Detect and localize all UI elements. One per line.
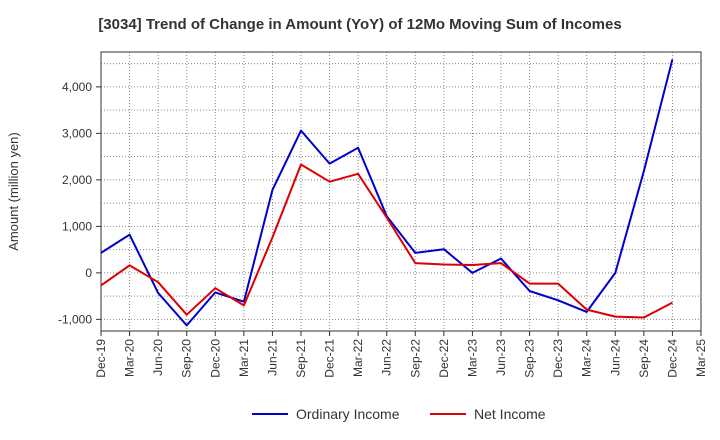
x-tick-label: Sep-22	[408, 339, 422, 378]
y-tick-label: -1,000	[58, 312, 92, 326]
x-tick-label: Sep-24	[637, 339, 651, 378]
x-tick-label: Dec-23	[551, 339, 565, 378]
series-line-net-income	[100, 163, 673, 319]
y-tick-label: 3,000	[62, 126, 92, 140]
x-tick-label: Jun-20	[151, 339, 165, 376]
x-tick-label: Mar-21	[237, 339, 251, 377]
x-tick-label: Dec-21	[323, 339, 337, 378]
x-tick-label: Sep-23	[523, 339, 537, 378]
legend-label: Ordinary Income	[296, 406, 400, 422]
y-tick-label: 4,000	[62, 80, 92, 94]
y-tick-label: 2,000	[62, 173, 92, 187]
plot-area	[101, 52, 701, 331]
x-tick-label: Dec-24	[665, 339, 679, 378]
y-tick-label: 0	[85, 266, 92, 280]
x-tick-label: Mar-22	[351, 339, 365, 377]
legend-label: Net Income	[474, 406, 546, 422]
x-tick-label: Dec-22	[437, 339, 451, 378]
chart-title: [3034] Trend of Change in Amount (YoY) o…	[98, 16, 622, 33]
x-tick-label: Jun-23	[494, 339, 508, 376]
x-tick-label: Jun-21	[265, 339, 279, 376]
x-tick-label: Mar-20	[123, 339, 137, 377]
y-tick-label: 1,000	[62, 219, 92, 233]
x-tick-label: Mar-24	[580, 339, 594, 377]
x-tick-label: Jun-24	[608, 339, 622, 376]
x-tick-label: Mar-25	[694, 339, 708, 377]
x-tick-label: Sep-20	[180, 339, 194, 378]
plot-border	[100, 51, 702, 332]
y-axis-label: Amount (million yen)	[6, 132, 21, 251]
x-tick-label: Dec-19	[94, 339, 108, 378]
x-tick-label: Sep-21	[294, 339, 308, 378]
x-tick-label: Dec-20	[208, 339, 222, 378]
x-tick-label: Jun-22	[380, 339, 394, 376]
x-tick-label: Mar-23	[465, 339, 479, 377]
